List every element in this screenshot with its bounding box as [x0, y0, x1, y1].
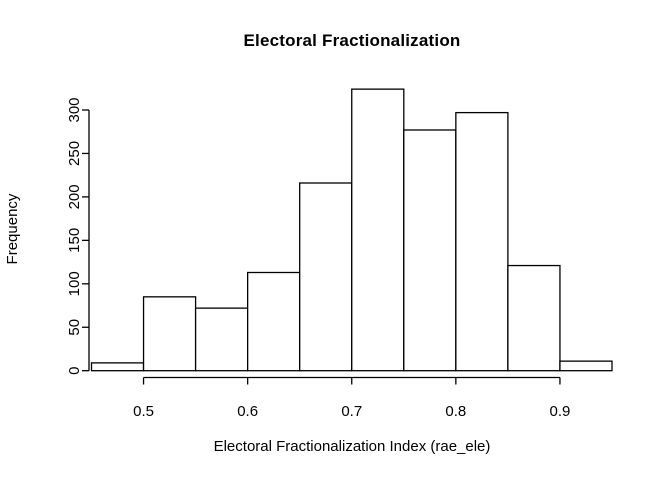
histogram-bar [299, 182, 353, 372]
histogram-bar [507, 264, 561, 372]
y-tick-label: 300 [66, 97, 83, 122]
histogram-bar [142, 296, 197, 372]
x-tick-label: 0.6 [237, 403, 258, 420]
histogram-bar [403, 129, 457, 372]
x-tick-label: 0.8 [445, 403, 466, 420]
histogram-bar [194, 307, 249, 372]
y-tick-label: 150 [66, 228, 83, 253]
chart-title: Electoral Fractionalization [243, 31, 461, 50]
histogram-bar [90, 362, 145, 372]
y-tick-label: 250 [66, 141, 83, 166]
y-tick-label: 0 [66, 367, 83, 375]
x-tick-label: 0.7 [341, 403, 362, 420]
histogram-bar [246, 271, 301, 372]
y-tick-label: 50 [66, 319, 83, 336]
y-tick-label: 200 [66, 184, 83, 209]
y-tick-label: 100 [66, 271, 83, 296]
x-axis-label: Electoral Fractionalization Index (rae_e… [213, 438, 491, 455]
x-tick-label: 0.5 [133, 403, 154, 420]
x-tick-label: 0.9 [550, 403, 571, 420]
histogram-bar [455, 111, 509, 372]
histogram-bar [351, 88, 405, 372]
y-axis-label: Frequency [4, 193, 21, 265]
histogram-bar [559, 360, 613, 372]
